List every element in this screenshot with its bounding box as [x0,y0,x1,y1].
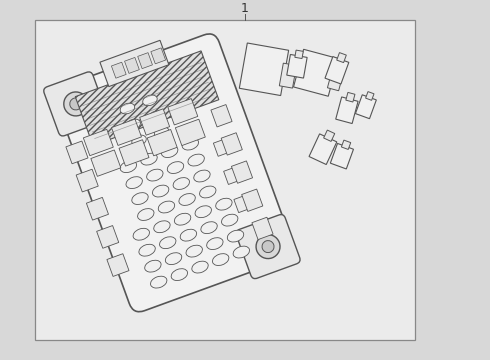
FancyBboxPatch shape [213,136,237,156]
Ellipse shape [143,95,157,106]
Ellipse shape [150,276,167,288]
Ellipse shape [139,244,155,256]
FancyBboxPatch shape [330,143,353,169]
FancyBboxPatch shape [83,129,113,156]
Ellipse shape [195,206,212,218]
FancyBboxPatch shape [111,62,126,78]
Ellipse shape [171,269,188,280]
FancyBboxPatch shape [44,72,108,136]
Ellipse shape [145,260,161,272]
FancyBboxPatch shape [75,51,219,145]
FancyBboxPatch shape [168,99,198,125]
Ellipse shape [180,229,196,241]
Ellipse shape [179,194,196,206]
Ellipse shape [126,177,143,189]
FancyBboxPatch shape [327,69,343,91]
FancyBboxPatch shape [325,57,349,84]
FancyBboxPatch shape [138,53,152,69]
Circle shape [256,235,280,258]
FancyBboxPatch shape [211,104,232,127]
Ellipse shape [216,198,232,210]
FancyBboxPatch shape [287,54,307,78]
Ellipse shape [148,111,163,122]
Ellipse shape [141,153,157,165]
Ellipse shape [138,208,154,220]
Ellipse shape [132,193,148,204]
Ellipse shape [207,238,223,249]
FancyBboxPatch shape [295,50,303,59]
FancyBboxPatch shape [151,48,166,64]
FancyBboxPatch shape [242,189,263,211]
FancyBboxPatch shape [147,130,177,156]
FancyBboxPatch shape [55,34,294,312]
FancyBboxPatch shape [221,133,243,155]
FancyBboxPatch shape [223,165,247,184]
Ellipse shape [213,254,229,266]
Ellipse shape [165,253,182,265]
Ellipse shape [147,169,163,181]
Ellipse shape [173,177,190,189]
FancyBboxPatch shape [76,169,98,192]
Ellipse shape [186,245,202,257]
Ellipse shape [194,170,210,182]
Ellipse shape [120,103,135,114]
Ellipse shape [133,228,149,240]
FancyBboxPatch shape [175,119,205,145]
Ellipse shape [201,222,217,234]
Circle shape [64,92,88,116]
FancyBboxPatch shape [124,58,139,73]
FancyBboxPatch shape [91,150,121,176]
FancyBboxPatch shape [234,193,257,213]
Ellipse shape [167,162,184,174]
FancyBboxPatch shape [100,40,169,87]
FancyBboxPatch shape [112,119,142,145]
Ellipse shape [188,154,204,166]
FancyBboxPatch shape [231,161,252,183]
Ellipse shape [160,237,176,249]
FancyBboxPatch shape [239,43,289,95]
Circle shape [262,240,274,253]
FancyBboxPatch shape [97,226,119,248]
Ellipse shape [162,146,178,158]
Ellipse shape [120,161,137,172]
FancyBboxPatch shape [324,130,335,141]
FancyBboxPatch shape [66,141,88,164]
FancyBboxPatch shape [309,134,337,165]
Ellipse shape [174,213,191,225]
Ellipse shape [126,119,141,130]
FancyBboxPatch shape [294,49,339,96]
Ellipse shape [152,185,169,197]
FancyBboxPatch shape [366,91,374,100]
FancyBboxPatch shape [252,217,273,240]
Ellipse shape [192,261,208,273]
Ellipse shape [182,138,198,150]
Ellipse shape [233,246,249,258]
Circle shape [70,98,82,110]
FancyBboxPatch shape [119,140,149,166]
FancyBboxPatch shape [140,109,170,135]
FancyBboxPatch shape [107,254,129,276]
Ellipse shape [154,127,169,138]
Ellipse shape [154,221,170,233]
Ellipse shape [221,214,238,226]
Ellipse shape [199,186,216,198]
FancyBboxPatch shape [337,53,346,63]
Ellipse shape [227,230,244,242]
FancyBboxPatch shape [336,97,358,123]
FancyBboxPatch shape [236,215,300,279]
Text: 1: 1 [241,2,249,15]
Ellipse shape [132,135,147,146]
FancyBboxPatch shape [355,95,376,119]
FancyBboxPatch shape [346,93,355,102]
FancyBboxPatch shape [279,63,296,88]
FancyBboxPatch shape [86,197,108,220]
FancyBboxPatch shape [342,140,351,149]
Ellipse shape [158,201,174,213]
Bar [35,20,415,340]
